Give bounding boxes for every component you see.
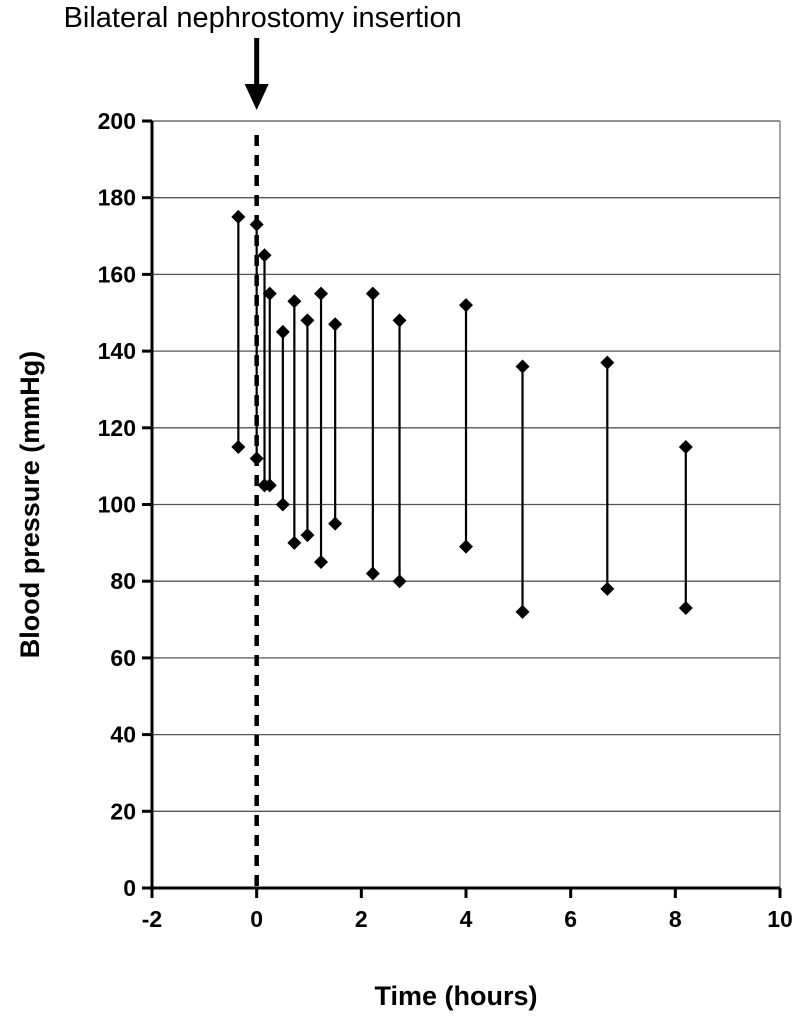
- systolic-point: [392, 313, 407, 328]
- x-tick-label: 6: [564, 906, 577, 932]
- y-tick-label: 180: [98, 185, 136, 211]
- systolic-point: [300, 313, 315, 328]
- diastolic-point: [275, 497, 290, 512]
- y-tick-label: 60: [110, 645, 136, 671]
- systolic-point: [678, 439, 693, 454]
- y-tick-label: 140: [98, 338, 136, 364]
- diastolic-point: [515, 604, 530, 619]
- y-tick-label: 100: [98, 492, 136, 518]
- diastolic-point: [231, 439, 246, 454]
- systolic-point: [257, 248, 272, 263]
- diastolic-point: [678, 601, 693, 616]
- diastolic-point: [249, 451, 264, 466]
- diastolic-point: [314, 555, 329, 570]
- x-tick-label: 10: [767, 906, 793, 932]
- bp-ranges: [231, 209, 693, 619]
- y-tick-label: 160: [98, 261, 136, 287]
- y-tick-label: 0: [123, 875, 136, 901]
- diastolic-point: [365, 566, 380, 581]
- x-axis-ticks: -2 0 2 4 6 8 10: [142, 888, 793, 932]
- diastolic-point: [392, 574, 407, 589]
- diastolic-point: [328, 516, 343, 531]
- annotation-label: Bilateral nephrostomy insertion: [64, 2, 462, 34]
- x-tick-label: 8: [669, 906, 682, 932]
- arrow-head: [244, 84, 269, 110]
- diastolic-point: [459, 539, 473, 554]
- systolic-point: [459, 298, 473, 313]
- systolic-point: [231, 209, 246, 224]
- systolic-point: [600, 355, 615, 370]
- systolic-point: [249, 217, 264, 232]
- systolic-point: [287, 294, 302, 309]
- y-tick-label: 120: [98, 415, 136, 441]
- y-tick-label: 200: [98, 108, 136, 134]
- systolic-point: [365, 286, 380, 301]
- x-tick-label: 0: [250, 906, 263, 932]
- y-tick-label: 40: [110, 722, 136, 748]
- diastolic-point: [600, 581, 615, 596]
- y-axis-ticks: 0 20 40 60 80 100 120 140 160 180 200: [98, 108, 152, 901]
- y-tick-label: 20: [110, 798, 136, 824]
- y-tick-label: 80: [110, 568, 136, 594]
- systolic-point: [515, 359, 530, 374]
- systolic-point: [328, 317, 343, 332]
- x-tick-label: 2: [355, 906, 368, 932]
- x-axis-title: Time (hours): [374, 981, 537, 1011]
- diastolic-point: [300, 528, 315, 543]
- x-tick-label: 4: [460, 906, 473, 932]
- systolic-point: [275, 324, 290, 339]
- y-axis-title: Blood pressure (mmHg): [15, 351, 45, 659]
- diastolic-point: [287, 535, 302, 550]
- systolic-point: [262, 286, 277, 301]
- x-tick-label: -2: [142, 906, 162, 932]
- systolic-point: [314, 286, 329, 301]
- diastolic-point: [262, 478, 277, 493]
